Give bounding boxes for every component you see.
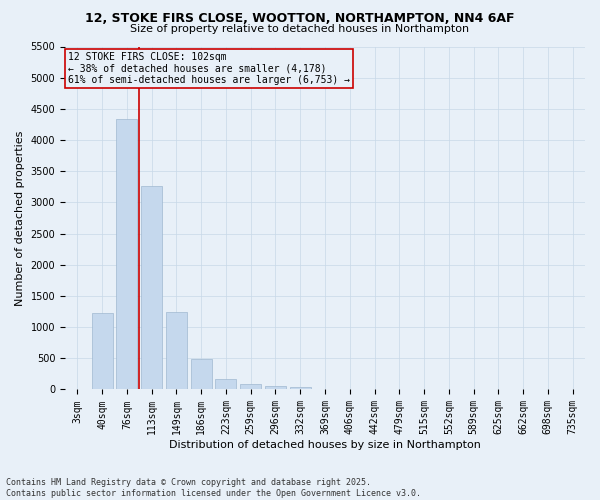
Bar <box>166 312 187 390</box>
Bar <box>191 359 212 390</box>
Bar <box>240 384 261 390</box>
Bar <box>116 120 137 390</box>
Text: Contains HM Land Registry data © Crown copyright and database right 2025.
Contai: Contains HM Land Registry data © Crown c… <box>6 478 421 498</box>
Text: Size of property relative to detached houses in Northampton: Size of property relative to detached ho… <box>130 24 470 34</box>
Bar <box>290 387 311 390</box>
Bar <box>92 314 113 390</box>
Bar <box>215 378 236 390</box>
Bar <box>141 186 162 390</box>
Bar <box>265 386 286 390</box>
Text: 12, STOKE FIRS CLOSE, WOOTTON, NORTHAMPTON, NN4 6AF: 12, STOKE FIRS CLOSE, WOOTTON, NORTHAMPT… <box>85 12 515 26</box>
Y-axis label: Number of detached properties: Number of detached properties <box>15 130 25 306</box>
X-axis label: Distribution of detached houses by size in Northampton: Distribution of detached houses by size … <box>169 440 481 450</box>
Text: 12 STOKE FIRS CLOSE: 102sqm
← 38% of detached houses are smaller (4,178)
61% of : 12 STOKE FIRS CLOSE: 102sqm ← 38% of det… <box>68 52 350 85</box>
